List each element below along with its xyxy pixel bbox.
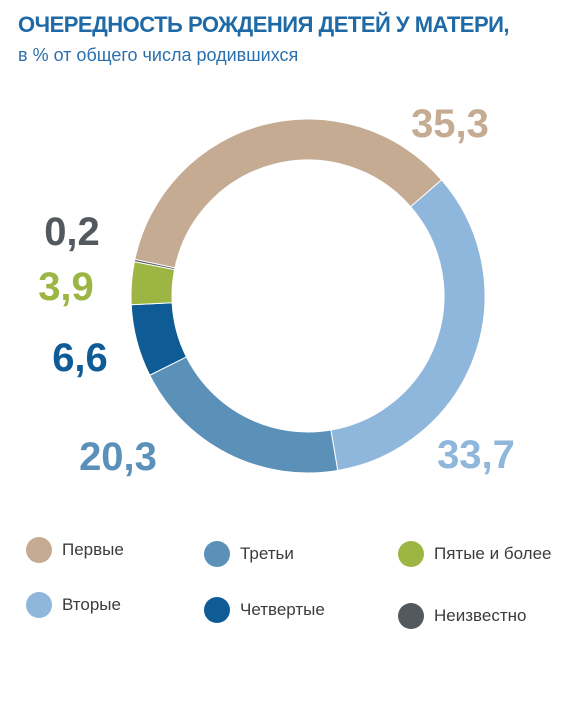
chart-subtitle: в % от общего числа родившихся (18, 45, 299, 65)
legend-item-first: Первые (26, 537, 124, 563)
slice-second (330, 179, 486, 472)
legend-label: Третьи (240, 544, 294, 563)
data-label-first: 35,3 (411, 102, 489, 146)
legend-item-third: Третьи (204, 541, 294, 567)
data-label-third: 20,3 (79, 435, 157, 479)
legend-swatch (204, 597, 230, 623)
chart-title: ОЧЕРЕДНОСТЬ РОЖДЕНИЯ ДЕТЕЙ У МАТЕРИ, (18, 12, 510, 37)
legend-label: Неизвестно (434, 606, 527, 625)
legend-item-second: Вторые (26, 592, 121, 618)
data-label-second: 33,7 (437, 433, 515, 477)
legend-item-unknown: Неизвестно (398, 603, 526, 629)
data-label-fourth: 6,6 (52, 336, 108, 380)
slice-first (134, 118, 443, 269)
legend-item-fifth-plus: Пятые и более (398, 541, 551, 567)
data-label-fifth-plus: 3,9 (38, 265, 94, 309)
slice-third (149, 356, 339, 474)
legend-label: Пятые и более (434, 544, 552, 563)
legend-swatch (204, 541, 230, 567)
legend-swatch (398, 603, 424, 629)
slice-unknown (133, 258, 176, 271)
legend-swatch (398, 541, 424, 567)
legend-swatch (26, 592, 52, 618)
legend-swatch (26, 537, 52, 563)
legend-label: Первые (62, 540, 124, 559)
legend-item-fourth: Четвертые (204, 597, 325, 623)
data-label-unknown: 0,2 (44, 210, 100, 254)
legend-label: Вторые (62, 595, 121, 614)
legend-label: Четвертые (240, 600, 325, 619)
